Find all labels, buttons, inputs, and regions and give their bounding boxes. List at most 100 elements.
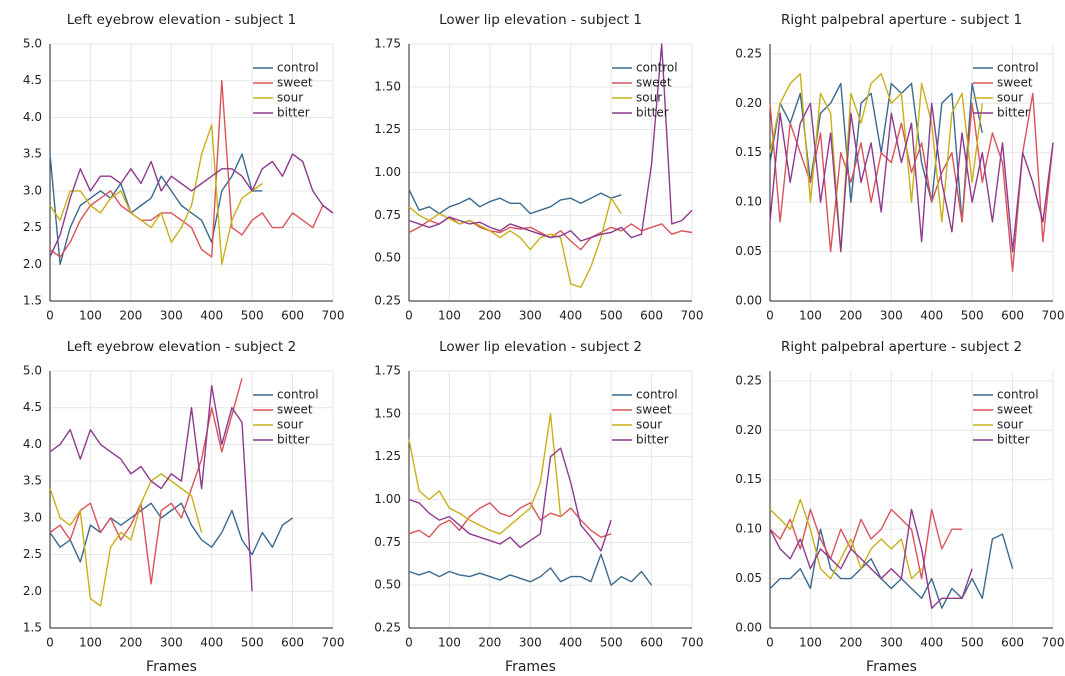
x-tick-label: 400 [559, 636, 582, 650]
legend-label: sweet [277, 76, 313, 90]
legend-label: control [277, 388, 319, 402]
x-tick-label: 400 [920, 309, 943, 323]
series-line [49, 80, 334, 258]
y-tick-label: 4.0 [23, 437, 42, 451]
x-tick-label: 500 [961, 636, 984, 650]
x-tick-label: 0 [405, 636, 413, 650]
series-line [769, 498, 923, 580]
x-tick-label: 600 [281, 309, 304, 323]
x-tick-label: 500 [961, 309, 984, 323]
y-tick-label: 0.25 [374, 621, 401, 635]
legend-label: bitter [636, 433, 669, 447]
y-tick-label: 0.05 [735, 244, 762, 258]
y-tick-label: 4.5 [23, 400, 42, 414]
series-line [769, 508, 962, 580]
x-axis-label: Frames [866, 659, 917, 675]
y-tick-label: 1.50 [374, 79, 401, 93]
legend-label: sour [277, 418, 303, 432]
y-tick-label: 1.75 [374, 37, 401, 51]
x-tick-label: 100 [79, 309, 102, 323]
y-tick-label: 0.20 [735, 423, 762, 437]
legend-label: bitter [997, 433, 1030, 447]
y-tick-label: 1.00 [374, 165, 401, 179]
legend-label: sour [636, 418, 662, 432]
series-line [49, 153, 334, 258]
y-tick-label: 1.25 [374, 449, 401, 463]
y-tick-label: 0.25 [735, 373, 762, 387]
x-tick-label: 700 [322, 309, 345, 323]
x-tick-label: 100 [438, 309, 461, 323]
legend-label: control [277, 61, 319, 75]
series-line [769, 528, 1014, 609]
y-tick-label: 3.0 [23, 510, 42, 524]
x-tick-label: 700 [1042, 636, 1065, 650]
legend-label: sweet [997, 76, 1033, 90]
y-tick-label: 2.5 [23, 220, 42, 234]
series-line [408, 43, 693, 242]
x-tick-label: 0 [766, 636, 774, 650]
y-tick-label: 4.5 [23, 73, 42, 87]
x-axis-label: Frames [146, 659, 197, 675]
y-tick-label: 0.15 [735, 472, 762, 486]
series-line [49, 385, 253, 592]
x-tick-label: 700 [681, 309, 704, 323]
y-tick-label: 0.00 [735, 621, 762, 635]
subplot-title: Left eyebrow elevation - subject 1 [67, 12, 296, 28]
y-tick-label: 1.75 [374, 364, 401, 378]
series-line [408, 197, 622, 288]
x-tick-label: 400 [559, 309, 582, 323]
legend-label: sweet [636, 76, 672, 90]
x-tick-label: 200 [839, 309, 862, 323]
legend-label: sweet [636, 403, 672, 417]
series-line [49, 502, 294, 563]
x-tick-label: 500 [241, 636, 264, 650]
subplot-title: Lower lip elevation - subject 1 [439, 12, 642, 28]
legend-label: sour [636, 91, 662, 105]
y-tick-label: 2.5 [23, 547, 42, 561]
x-tick-label: 700 [322, 636, 345, 650]
series-line [49, 124, 263, 265]
series-line [769, 92, 1054, 272]
x-tick-label: 700 [681, 636, 704, 650]
x-tick-label: 600 [640, 636, 663, 650]
legend-label: bitter [277, 106, 310, 120]
y-tick-label: 2.0 [23, 584, 42, 598]
x-tick-label: 600 [1001, 309, 1024, 323]
legend-label: sour [997, 418, 1023, 432]
x-tick-label: 500 [600, 636, 623, 650]
y-tick-label: 1.25 [374, 122, 401, 136]
x-tick-label: 100 [799, 636, 822, 650]
legend-label: control [636, 61, 678, 75]
y-tick-label: 0.25 [735, 46, 762, 60]
legend-label: sweet [997, 403, 1033, 417]
x-tick-label: 400 [200, 636, 223, 650]
legend-label: control [636, 388, 678, 402]
x-tick-label: 200 [119, 309, 142, 323]
legend-label: sweet [277, 403, 313, 417]
y-tick-label: 0.15 [735, 145, 762, 159]
x-tick-label: 0 [766, 309, 774, 323]
y-tick-label: 0.10 [735, 195, 762, 209]
y-tick-label: 3.5 [23, 474, 42, 488]
x-tick-label: 200 [839, 636, 862, 650]
subplot-title: Right palpebral aperture - subject 2 [781, 339, 1022, 355]
y-tick-label: 0.25 [374, 294, 401, 308]
legend-label: bitter [997, 106, 1030, 120]
y-tick-label: 5.0 [23, 37, 42, 51]
x-tick-label: 200 [478, 636, 501, 650]
y-tick-label: 0.00 [735, 294, 762, 308]
y-tick-label: 2.0 [23, 257, 42, 271]
x-tick-label: 400 [200, 309, 223, 323]
y-tick-label: 0.05 [735, 571, 762, 585]
series-line [408, 413, 562, 535]
x-tick-label: 400 [920, 636, 943, 650]
x-tick-label: 100 [79, 636, 102, 650]
legend-label: sour [997, 91, 1023, 105]
series-line [49, 378, 243, 585]
y-tick-label: 4.0 [23, 110, 42, 124]
y-tick-label: 0.50 [374, 251, 401, 265]
x-tick-label: 300 [160, 309, 183, 323]
subplot-title: Lower lip elevation - subject 2 [439, 339, 642, 355]
series-line [49, 153, 263, 265]
